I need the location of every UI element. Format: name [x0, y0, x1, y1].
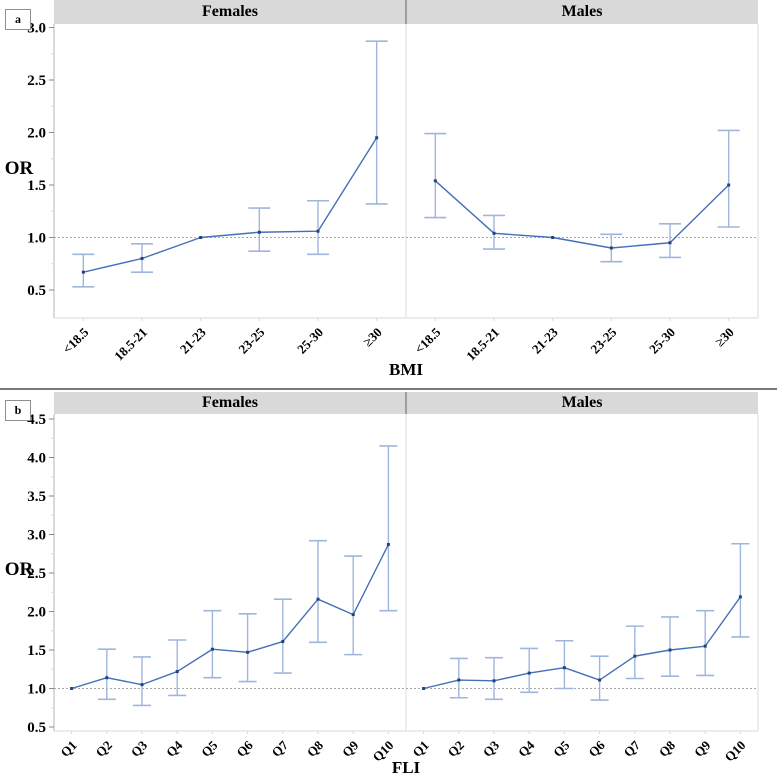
panel-b-badge: b	[5, 400, 31, 421]
panel-a-females-x-tick-label: 25-30	[294, 325, 326, 357]
panel-a-x-axis-title: BMI	[389, 360, 423, 379]
panel-b-females-x-tick-label: Q5	[198, 737, 221, 760]
panel-b-males-x-tick-label: Q3	[480, 737, 503, 760]
panel-a-males-line	[434, 180, 730, 249]
panel-a-males-x-tick-label: 18.5-21	[463, 325, 502, 364]
panel-b-females-point-marker	[316, 597, 320, 601]
panel-b-males-line	[423, 596, 741, 690]
panel-a-males-x-tick-label: <18.5	[412, 324, 444, 356]
panel-b-header-males: Males	[406, 392, 758, 414]
panel-b-females-point-marker	[175, 670, 179, 674]
panel-b-males-point-marker	[668, 648, 672, 652]
panel-a-males-point-marker	[609, 246, 613, 250]
panel-b-males-x-tick-label: Q7	[621, 737, 644, 760]
panel-a-females-x-tick-label: <18.5	[60, 324, 92, 356]
panel-a-header-males: Males	[406, 0, 758, 24]
panel-b-males-point-marker	[527, 671, 531, 675]
panel-a-males-point-marker	[551, 236, 555, 239]
panel-b-females-point-marker	[140, 683, 144, 687]
panel-b-y-tick-label: 4.0	[27, 451, 46, 467]
panel-b-y-tick-label: 1.5	[27, 643, 46, 659]
panel-b-y-tick-label: 2.0	[27, 605, 46, 621]
panel-a-males-point-marker	[668, 241, 672, 245]
panel-a-females-x-tick-label: ≥30	[360, 325, 385, 350]
panel-a-females-x-tick-label: 21-23	[177, 324, 209, 356]
panel-b-header-divider	[405, 392, 407, 414]
panel-b-males-point-marker	[492, 679, 496, 683]
panel-b-females-x-tick-label: Q1	[57, 738, 79, 760]
panel-b-males-x-tick-label: Q4	[515, 737, 538, 760]
panel-a-males-point-marker	[492, 231, 496, 235]
panel-b-females-line	[71, 544, 390, 690]
panel-b-y-tick-label: 1.0	[27, 682, 46, 698]
panel-a-females-point-marker	[81, 270, 85, 274]
panel-b-females-point-marker	[281, 640, 285, 644]
panel-separator-line	[0, 388, 777, 390]
panel-b-header-females: Females	[54, 392, 406, 414]
panel-a-females-point-marker	[199, 236, 203, 239]
panel-b-females-point-marker	[246, 650, 250, 654]
panel-b-y-tick-label: 2.5	[27, 566, 46, 582]
panel-a-y-axis-title: OR	[4, 158, 34, 179]
panel-a-males-x-tick-label: ≥30	[712, 325, 737, 350]
panel-b-females-point-marker	[351, 613, 355, 617]
panel-b-males-point-marker	[457, 678, 461, 682]
panel-b-males-point-marker	[598, 678, 602, 682]
panel-b-females-x-tick-label: Q6	[233, 737, 256, 760]
panel-a-females-x-tick-label: 18.5-21	[111, 325, 150, 364]
panel-b-females-x-tick-label: Q4	[163, 737, 186, 760]
panel-a-y-tick-label: 2.5	[27, 73, 46, 89]
panel-b-males-x-tick-label: Q2	[445, 738, 467, 760]
panel-a-females-point-marker	[316, 229, 320, 233]
panel-a-header-divider	[405, 0, 407, 24]
panel-b-y-tick-label: 4.5	[27, 412, 46, 428]
panel-b-males-point-marker	[633, 654, 637, 658]
panel-b-females-x-tick-label: Q8	[304, 737, 327, 760]
panel-a-males-x-tick-label: 25-30	[646, 325, 678, 357]
panel-a-header-females: Females	[54, 0, 406, 24]
panel-b-females-point-marker	[210, 647, 214, 651]
panel-b-y-tick-label: 3.0	[27, 528, 46, 544]
panel-b-males-x-tick-label: Q8	[656, 737, 679, 760]
panel-a-males-point-marker	[727, 183, 731, 187]
panel-b-males-x-tick-label: Q5	[550, 737, 573, 760]
panel-b-females-x-tick-label: Q9	[339, 737, 362, 760]
panel-b-x-axis-title: FLI	[391, 758, 421, 777]
panel-b-males-point-marker	[738, 595, 742, 599]
panel-b-males-x-tick-label: Q1	[409, 738, 431, 760]
panel-b-females-point-marker	[105, 676, 109, 680]
panel-b-males-x-tick-label: Q6	[585, 737, 608, 760]
panel-a-y-tick-label: 1.0	[27, 231, 46, 247]
panel-a-y-tick-label: 1.5	[27, 178, 46, 194]
panel-a-y-tick-label: 2.0	[27, 126, 46, 142]
panel-b-males-point-marker	[562, 666, 566, 670]
panel-b-females-x-tick-label: Q7	[269, 737, 292, 760]
panel-b-males-point-marker	[703, 644, 707, 648]
panel-a-females-x-tick-label: 23-25	[235, 324, 267, 356]
panel-b-females-x-tick-label: Q2	[93, 738, 115, 760]
panel-b-females-point-marker	[386, 543, 390, 547]
panel-b-males-x-tick-label: Q9	[691, 737, 714, 760]
panel-b-y-tick-label: 3.5	[27, 489, 46, 505]
panel-a-females-point-marker	[140, 257, 144, 260]
panel-a-females-line	[83, 137, 378, 273]
panel-a-females-point-marker	[375, 136, 379, 140]
panel-b-y-axis-title: OR	[4, 559, 34, 580]
panel-a-females-point-marker	[257, 230, 261, 234]
panel-b-females-x-tick-label: Q3	[128, 737, 151, 760]
panel-a-badge: a	[5, 9, 31, 30]
panel-b-y-tick-label: 0.5	[27, 720, 46, 736]
panel-b-males-point-marker	[422, 687, 426, 690]
panel-b-females-point-marker	[70, 687, 74, 690]
panel-a-males-x-tick-label: 21-23	[529, 324, 561, 356]
panel-a-y-tick-label: 3.0	[27, 21, 46, 37]
panel-a-males-x-tick-label: 23-25	[587, 324, 619, 356]
panel-a-y-tick-label: 0.5	[27, 283, 46, 299]
panel-a-males-point-marker	[433, 179, 437, 183]
